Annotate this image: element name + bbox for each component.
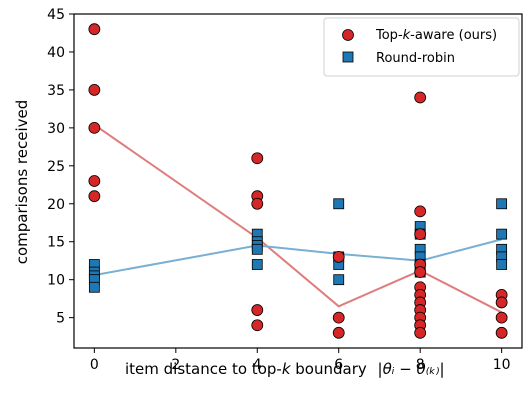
y-tick-label: 35 bbox=[47, 83, 65, 99]
data-points bbox=[88, 23, 508, 339]
y-tick-label: 45 bbox=[47, 7, 65, 23]
legend-marker-roundrobin bbox=[342, 51, 354, 63]
y-tick-label: 20 bbox=[47, 197, 65, 213]
x-tick-label: 4 bbox=[253, 357, 262, 373]
x-tick-label: 10 bbox=[493, 357, 511, 373]
point-topk bbox=[88, 84, 101, 96]
point-roundrobin bbox=[496, 198, 508, 210]
point-topk bbox=[414, 205, 427, 218]
x-axis-label-formula: |θᵢ − θ₍ₖ₎| bbox=[378, 360, 445, 378]
x-axis-label-rest: boundary bbox=[291, 360, 372, 378]
x-tick-label: 6 bbox=[334, 357, 343, 373]
y-tick-label: 40 bbox=[47, 45, 65, 61]
point-topk bbox=[495, 311, 508, 324]
y-axis-label: comparisons received bbox=[13, 100, 31, 265]
point-topk bbox=[251, 197, 264, 210]
legend: Top-k-aware (ours) Round-robin bbox=[323, 17, 520, 77]
point-roundrobin bbox=[88, 281, 100, 293]
legend-label-topk: Top-k-aware (ours) bbox=[375, 28, 497, 43]
y-tick-label: 30 bbox=[47, 121, 65, 137]
legend-label-roundrobin: Round-robin bbox=[376, 51, 455, 66]
y-tick-label: 5 bbox=[56, 311, 65, 327]
point-topk bbox=[332, 251, 345, 263]
point-topk bbox=[414, 266, 427, 278]
point-topk bbox=[88, 121, 101, 134]
axis-ticks: 0 2 4 6 8 10 5 10 15 20 25 30 35 40 45 bbox=[47, 7, 510, 373]
x-axis-label-text: item distance to top- bbox=[125, 360, 282, 378]
point-topk bbox=[495, 326, 508, 339]
point-topk bbox=[251, 304, 264, 316]
point-roundrobin bbox=[251, 243, 263, 255]
point-topk bbox=[251, 319, 264, 332]
x-axis-label: item distance to top-k boundary |θᵢ − θ₍… bbox=[125, 360, 445, 378]
point-topk bbox=[251, 152, 264, 165]
point-roundrobin bbox=[333, 198, 345, 210]
point-topk bbox=[495, 296, 508, 309]
legend-box bbox=[323, 17, 520, 77]
point-topk bbox=[88, 175, 101, 187]
point-roundrobin bbox=[251, 259, 263, 270]
point-roundrobin bbox=[496, 259, 508, 270]
trend-line-roundrobin bbox=[94, 238, 502, 277]
x-tick-label: 2 bbox=[171, 357, 180, 373]
x-axis-label-k: k bbox=[282, 360, 292, 378]
y-tick-label: 10 bbox=[47, 273, 65, 289]
point-topk bbox=[88, 190, 101, 203]
point-topk bbox=[332, 311, 345, 324]
point-topk bbox=[88, 23, 101, 36]
x-tick-label: 8 bbox=[416, 357, 425, 373]
point-roundrobin bbox=[333, 274, 345, 286]
plot-frame bbox=[73, 13, 523, 349]
point-topk bbox=[414, 228, 427, 241]
point-topk bbox=[414, 91, 427, 104]
legend-marker-topk bbox=[342, 29, 354, 41]
trend-line-topk bbox=[93, 123, 503, 314]
trend-lines bbox=[93, 123, 503, 314]
y-tick-label: 15 bbox=[47, 235, 65, 251]
point-topk bbox=[332, 326, 345, 339]
point-roundrobin bbox=[496, 228, 508, 240]
point-topk bbox=[414, 326, 427, 339]
y-tick-label: 25 bbox=[47, 159, 65, 175]
x-tick-label: 0 bbox=[90, 357, 99, 373]
